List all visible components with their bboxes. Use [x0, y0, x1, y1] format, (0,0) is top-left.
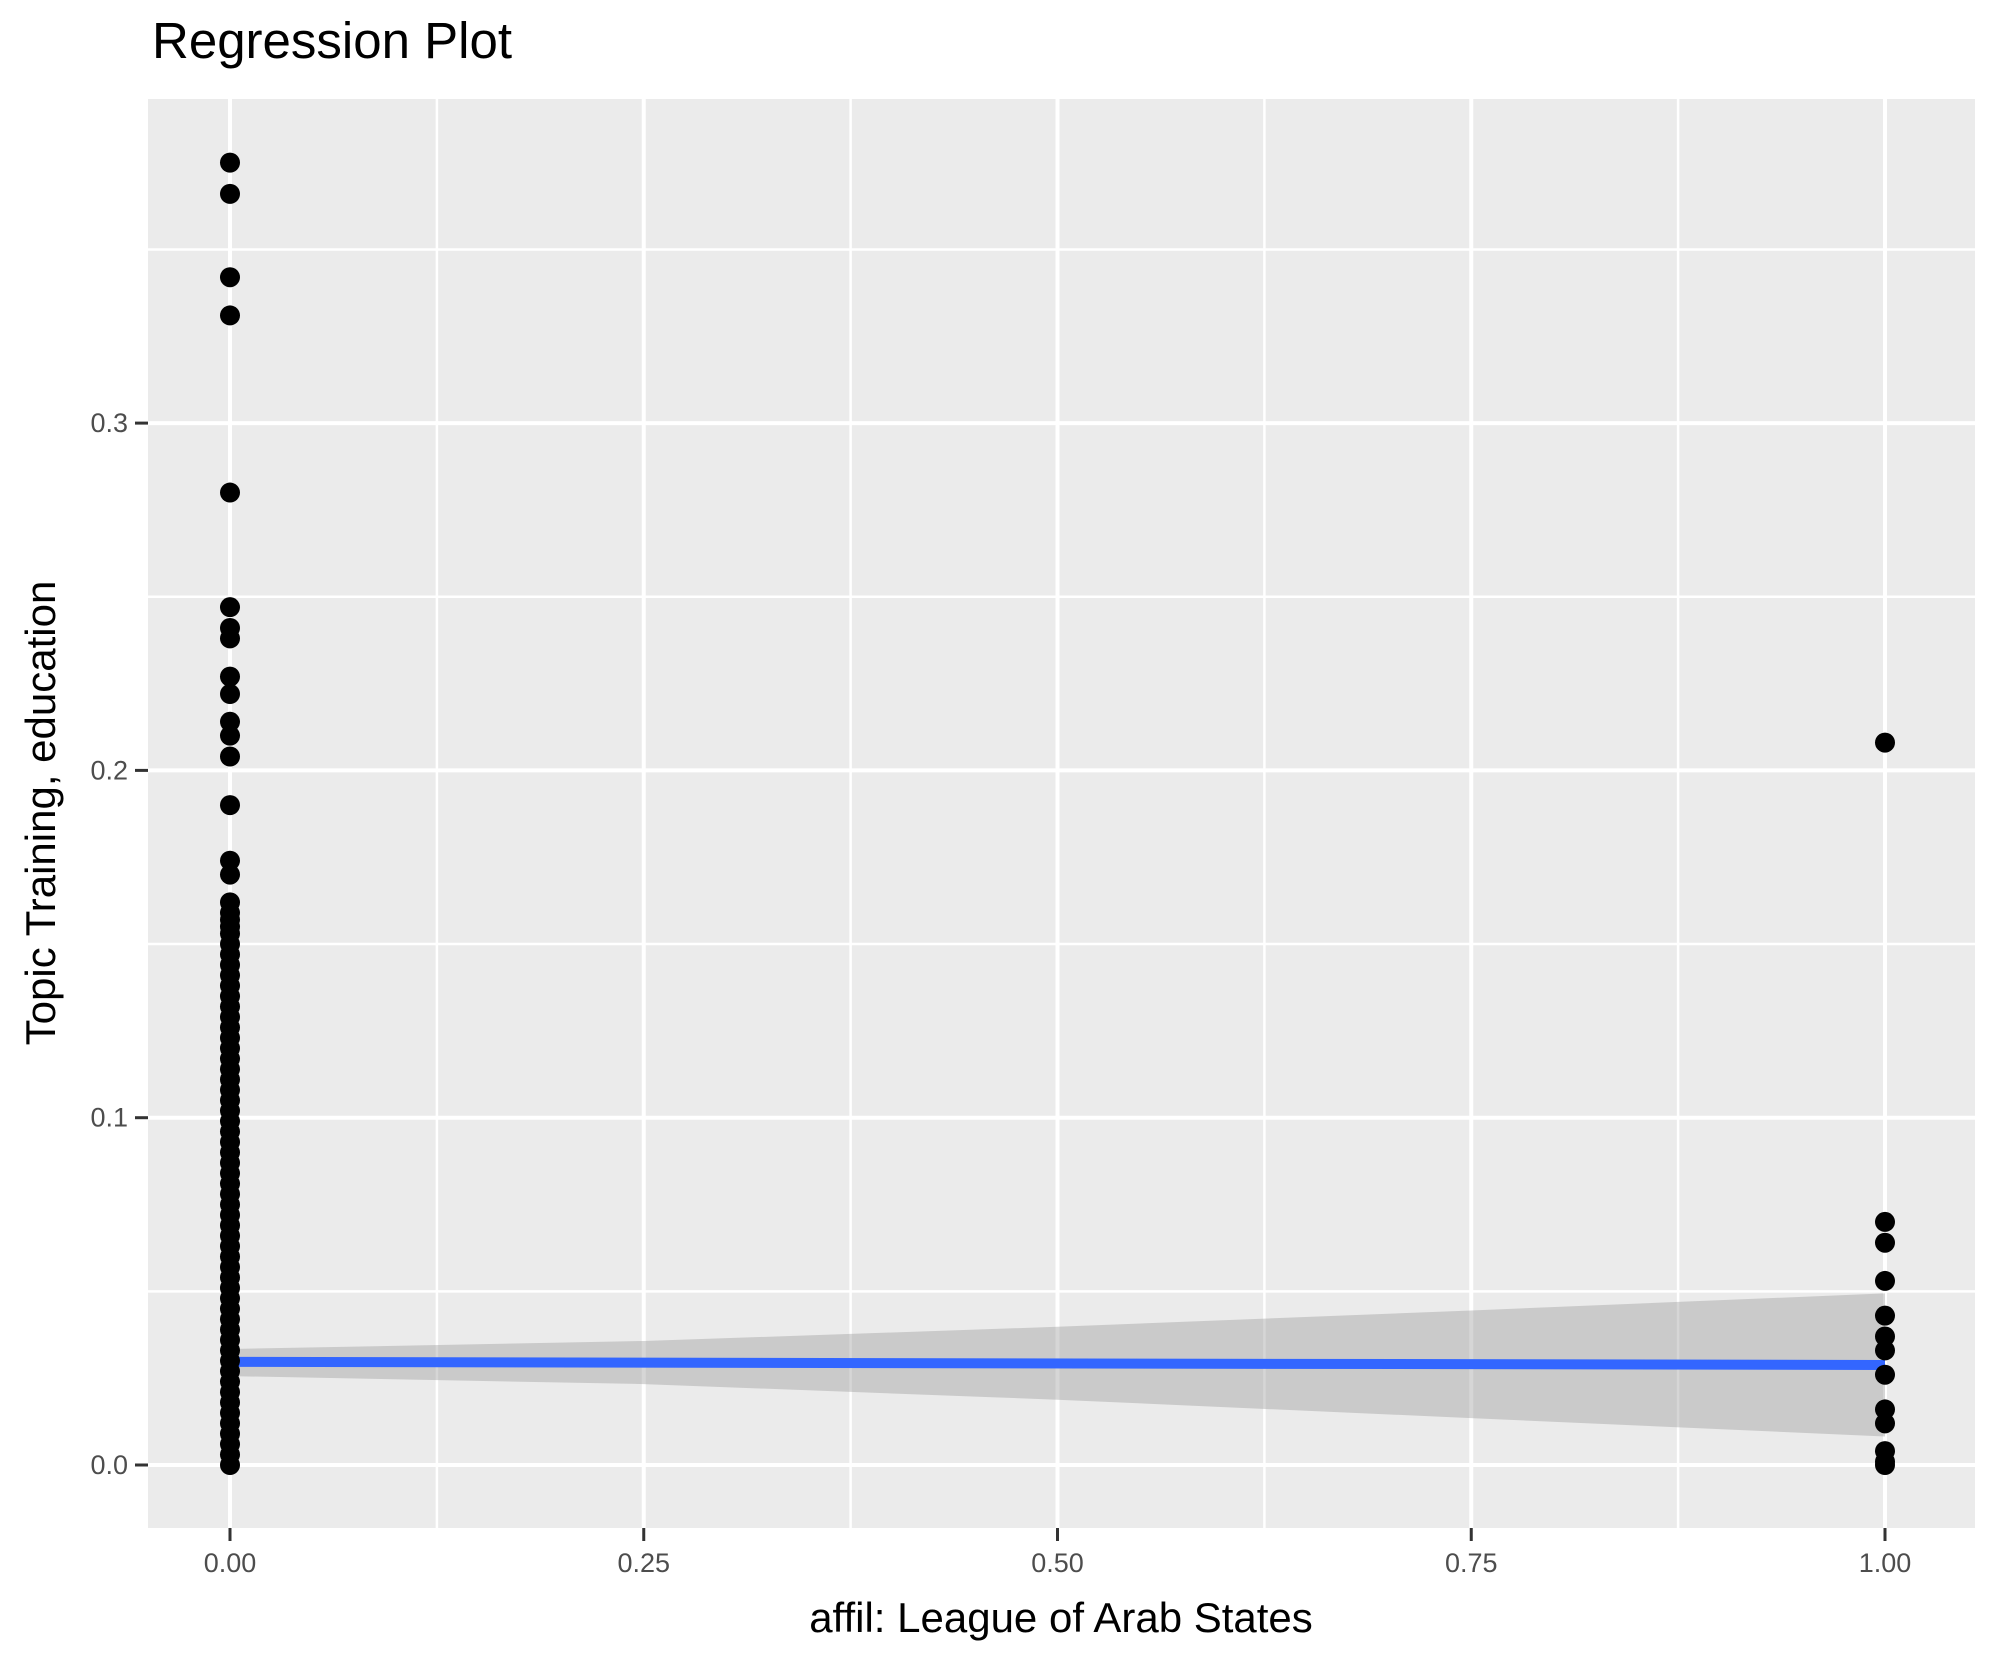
data-point [220, 795, 240, 816]
plot-title: Regression Plot [152, 12, 512, 69]
axis-tick-labels: 0.00 0.25 0.50 0.75 1.00 0.0 0.1 0.2 0.3 [90, 408, 1911, 1578]
data-point [1875, 732, 1895, 753]
x-tick-label: 0.25 [617, 1548, 670, 1578]
x-axis-title: affil: League of Arab States [809, 1594, 1313, 1641]
data-point [1875, 1326, 1895, 1347]
data-point [1875, 1399, 1895, 1420]
x-tick-label: 0.50 [1031, 1548, 1084, 1578]
data-point [1875, 1211, 1895, 1232]
y-tick-label: 0.3 [90, 408, 128, 438]
y-axis-title: Topic Training, education [17, 581, 64, 1046]
data-point [220, 628, 240, 649]
data-point [1875, 1455, 1895, 1475]
data-point [220, 267, 240, 288]
x-tick-label: 0.00 [204, 1548, 257, 1578]
data-point [220, 305, 240, 326]
plot-panel-background [148, 99, 1975, 1528]
y-tick-label: 0.0 [90, 1450, 128, 1480]
x-tick-label: 1.00 [1859, 1548, 1912, 1578]
data-point [220, 725, 240, 746]
regression-line [229, 1356, 1886, 1370]
data-point [220, 746, 240, 767]
data-point [1875, 1340, 1895, 1361]
data-point [220, 711, 240, 732]
data-point [220, 597, 240, 618]
data-point [1875, 1305, 1895, 1326]
x-tick-label: 0.75 [1445, 1548, 1498, 1578]
data-point [220, 1455, 240, 1475]
data-point [220, 850, 240, 871]
major-gridlines [148, 99, 1975, 1528]
data-point [220, 683, 240, 704]
data-point [220, 666, 240, 687]
data-point [1875, 1364, 1895, 1385]
data-point [220, 183, 240, 204]
data-point [220, 152, 240, 173]
data-point [1875, 1232, 1895, 1253]
scatter-points [220, 152, 1895, 1475]
axis-tick-marks [135, 421, 1887, 1541]
data-point [220, 864, 240, 885]
data-point [1875, 1270, 1895, 1291]
minor-gridlines [148, 99, 1975, 1528]
y-tick-label: 0.1 [90, 1103, 128, 1133]
data-point [220, 482, 240, 503]
y-tick-label: 0.2 [90, 755, 128, 785]
data-point [1875, 1413, 1895, 1434]
regression-line-path [229, 1356, 1886, 1370]
